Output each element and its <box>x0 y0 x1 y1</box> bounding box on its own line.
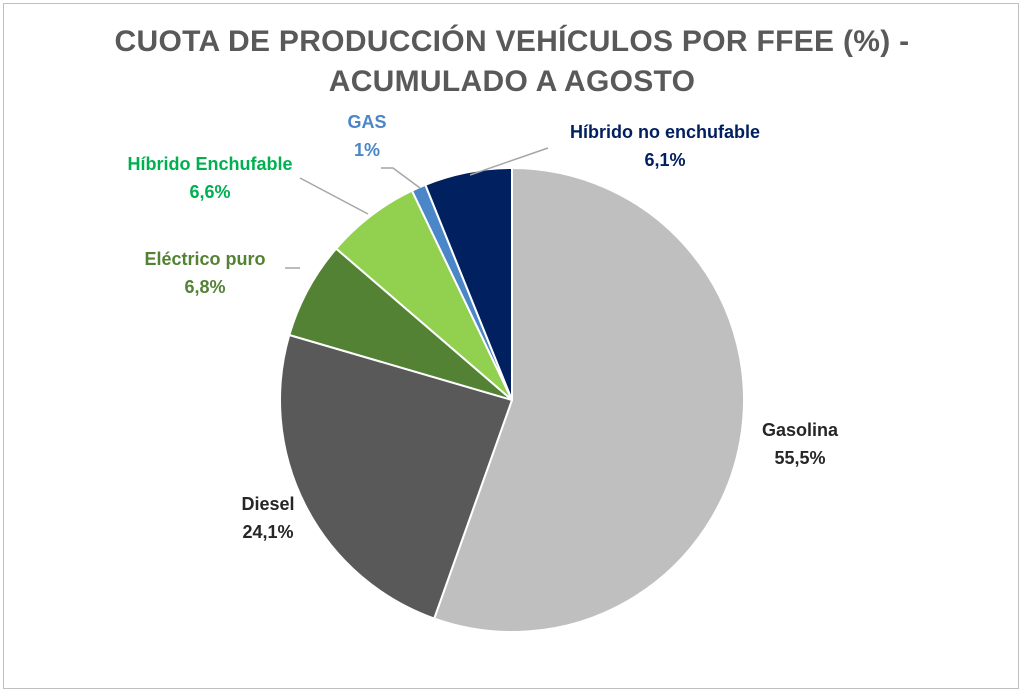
slice-value-label: 24,1% <box>242 522 293 542</box>
slice-category-label: Eléctrico puro <box>144 249 265 269</box>
leader-lines <box>285 147 549 269</box>
slice-value-label: 6,6% <box>189 182 230 202</box>
slice-label-group: GAS 1% <box>347 112 386 160</box>
slice-category-label: Gasolina <box>762 420 839 440</box>
slice-category-label: GAS <box>347 112 386 132</box>
slice-label-group: Diesel 24,1% <box>241 494 294 542</box>
slice-label-group: Eléctrico puro 6,8% <box>144 249 265 297</box>
slice-category-label: Diesel <box>241 494 294 514</box>
slice-label-group: Gasolina 55,5% <box>762 420 839 468</box>
chart-title-line-2: ACUMULADO A AGOSTO <box>328 65 696 98</box>
leader-line <box>381 167 421 189</box>
slice-category-label: Híbrido no enchufable <box>570 122 760 142</box>
pie-slices <box>279 166 745 633</box>
slice-category-label: Híbrido Enchufable <box>127 154 292 174</box>
leader-line <box>299 177 369 215</box>
data-labels: Gasolina 55,5% Diesel 24,1% Eléctrico puro 6,… <box>127 112 839 542</box>
chart-title: CUOTA DE PRODUCCIÓN VEHÍCULOS POR FFEE (… <box>0 22 1024 102</box>
slice-label-group: Híbrido no enchufable 6,1% <box>570 122 760 170</box>
slice-value-label: 1% <box>354 140 380 160</box>
pie-slice-híbrido-no-enchufable <box>424 166 513 401</box>
pie-slice-gasolina <box>432 166 745 633</box>
slice-value-label: 55,5% <box>774 448 825 468</box>
chart-title-line-1: CUOTA DE PRODUCCIÓN VEHÍCULOS POR FFEE (… <box>114 25 910 58</box>
pie-slice-diesel <box>279 333 514 620</box>
leader-line <box>469 147 549 176</box>
slice-label-group: Híbrido Enchufable 6,6% <box>127 154 292 202</box>
slice-value-label: 6,1% <box>644 150 685 170</box>
slice-value-label: 6,8% <box>184 277 225 297</box>
